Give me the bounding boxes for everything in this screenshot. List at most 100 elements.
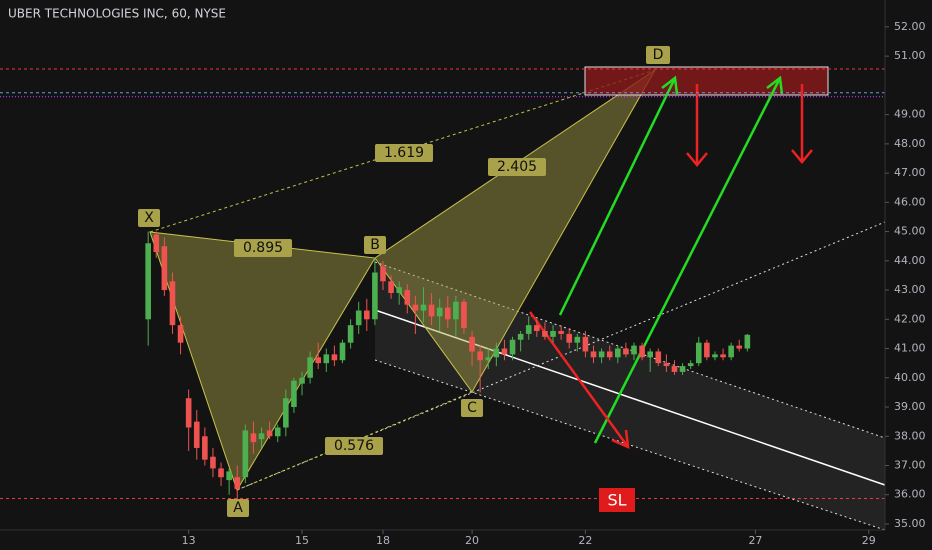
x-tick-label: 27 — [748, 534, 762, 547]
candle-body — [485, 357, 492, 361]
candle-body — [598, 351, 605, 358]
ratio-label: 1.619 — [384, 145, 424, 161]
candle-body — [469, 336, 475, 352]
label-box — [646, 46, 670, 64]
candle-body — [525, 325, 532, 334]
pattern-label: A — [233, 500, 243, 516]
x-tick-label: 22 — [578, 534, 592, 547]
y-tick-label: 37.00 — [894, 458, 926, 471]
y-tick-label: 35.00 — [894, 517, 926, 530]
candle-body — [339, 342, 346, 361]
candle-body — [218, 468, 224, 478]
candle-body — [185, 398, 192, 428]
candle-body — [169, 281, 176, 326]
y-tick-label: 44.00 — [894, 254, 926, 267]
candle-body — [679, 366, 686, 372]
candle-body — [145, 243, 151, 320]
ratio-box — [488, 158, 546, 176]
candle-body — [347, 325, 354, 343]
candle-body — [274, 427, 281, 437]
ratio-box — [234, 239, 292, 257]
candle-body — [582, 336, 589, 352]
ratio-label: 0.895 — [243, 240, 283, 256]
chart-title: UBER TECHNOLOGIES INC, 60, NYSE — [8, 7, 226, 21]
x-tick-label: 18 — [376, 534, 390, 547]
y-tick-label: 42.00 — [894, 312, 926, 325]
candle-body — [380, 266, 386, 282]
candle-body — [453, 301, 459, 320]
candle-body — [550, 330, 556, 337]
candle-body — [258, 433, 265, 440]
y-tick-label: 49.00 — [894, 108, 926, 121]
y-tick-label: 47.00 — [894, 166, 926, 179]
channel-fill — [375, 262, 885, 530]
y-tick-label: 48.00 — [894, 137, 926, 150]
x-tick-label: 20 — [465, 534, 479, 547]
candle-body — [566, 333, 573, 343]
candle-body — [299, 377, 305, 384]
candle-body — [736, 345, 743, 349]
x-tick-label: 13 — [182, 534, 196, 547]
x-tick-label: 29 — [862, 534, 876, 547]
candle-body — [242, 430, 249, 478]
candle-body — [534, 325, 540, 331]
y-tick-label: 38.00 — [894, 429, 926, 442]
candle-body — [695, 342, 702, 364]
ratio-box — [375, 144, 433, 162]
candle-body — [509, 339, 516, 355]
candle-body — [363, 310, 370, 320]
label-box — [364, 236, 386, 254]
candle-body — [412, 304, 419, 311]
pattern-label: C — [467, 400, 477, 416]
ratio-label: 0.576 — [334, 438, 374, 454]
y-tick-label: 43.00 — [894, 283, 926, 296]
candle-body — [323, 354, 330, 364]
target-zone — [584, 66, 829, 96]
candle-body — [663, 363, 670, 367]
candle-body — [420, 304, 427, 311]
ratio-label: 2.405 — [497, 159, 537, 175]
y-tick-label: 36.00 — [894, 488, 926, 501]
y-tick-label: 52.00 — [894, 20, 926, 33]
candle-body — [655, 351, 662, 364]
candle-body — [461, 301, 467, 329]
candle-body — [614, 348, 621, 358]
candle-body — [574, 336, 581, 343]
candle-body — [639, 345, 645, 358]
candle-body — [493, 348, 500, 358]
y-tick-label: 40.00 — [894, 371, 926, 384]
y-tick-label: 46.00 — [894, 195, 926, 208]
candle-body — [372, 272, 378, 320]
candle-body — [728, 345, 734, 358]
price-axis — [885, 0, 932, 550]
candle-body — [720, 354, 726, 358]
channel-mid — [374, 309, 886, 486]
pattern-label: B — [370, 237, 380, 253]
candle-body — [501, 348, 508, 355]
candle-body — [623, 348, 629, 355]
candle-body — [444, 307, 451, 320]
candle-body — [558, 330, 564, 334]
y-tick-label: 41.00 — [894, 342, 926, 355]
candle-body — [210, 456, 216, 469]
candle-body — [631, 345, 637, 355]
pattern-label: X — [144, 210, 154, 226]
candle-body — [477, 351, 483, 361]
candle-body — [671, 366, 678, 372]
candles — [0, 68, 885, 501]
candle-body — [193, 421, 200, 448]
candle-body — [590, 351, 597, 358]
candle-body — [355, 310, 362, 326]
candle-body — [388, 281, 394, 293]
time-axis — [0, 530, 885, 550]
candle-body — [315, 357, 322, 364]
candle-body — [234, 477, 241, 489]
candle-body — [704, 342, 710, 358]
candle-body — [606, 351, 613, 358]
candle-body — [687, 363, 694, 367]
candle-body — [266, 430, 273, 437]
y-tick-label: 51.00 — [894, 49, 926, 62]
pattern-label: D — [653, 47, 664, 63]
candle-body — [331, 354, 338, 361]
